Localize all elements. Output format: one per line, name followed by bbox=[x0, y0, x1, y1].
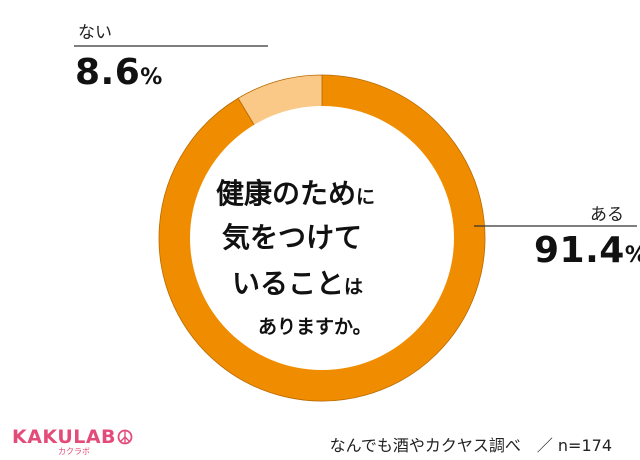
label-yes-value: 91.4% bbox=[534, 230, 640, 271]
chart-question: 健康のために 気をつけて いることは ありますか。 bbox=[208, 172, 428, 339]
logo-brand-text: KAKULAB bbox=[12, 426, 117, 448]
question-line-2: 気をつけて bbox=[222, 221, 363, 254]
label-no-name: ない bbox=[78, 23, 112, 43]
question-line-3-small: は bbox=[344, 276, 364, 298]
logo-brand: KAKULAB bbox=[12, 427, 133, 447]
source-note: なんでも酒やカクヤス調べ ／ n=174 bbox=[329, 436, 612, 455]
label-yes-name: ある bbox=[590, 205, 624, 225]
donut-hole bbox=[190, 106, 454, 370]
question-line-1-main: 健康のため bbox=[216, 177, 357, 210]
logo-sub: カクラボ bbox=[58, 447, 90, 456]
label-yes-number: 91.4 bbox=[534, 230, 625, 271]
logo-symbol-icon bbox=[117, 429, 133, 445]
question-line-3: いることは bbox=[232, 262, 428, 302]
label-no-pct: % bbox=[140, 65, 163, 90]
question-line-1: 健康のために bbox=[216, 172, 428, 212]
label-no-value: 8.6% bbox=[75, 52, 163, 93]
kakulabo-logo: KAKULAB カクラボ bbox=[12, 427, 133, 456]
label-yes-pct: % bbox=[625, 243, 640, 268]
question-line-1-small: に bbox=[356, 186, 376, 208]
question-line-3-main: いること bbox=[232, 267, 345, 300]
question-line-4: ありますか。 bbox=[258, 316, 372, 338]
label-no-number: 8.6 bbox=[75, 52, 141, 93]
